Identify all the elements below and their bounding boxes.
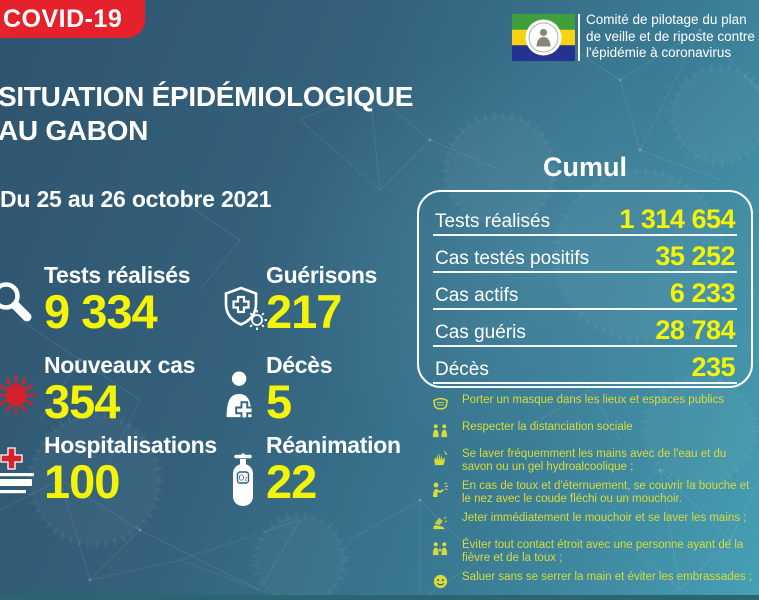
page-title: SITUATION ÉPIDÉMIOLOGIQUE AU GABON (0, 80, 413, 148)
cumul-row-label: Cas actifs (435, 285, 519, 306)
cumul-table: Tests réalisés 1 314 654 Cas testés posi… (417, 190, 753, 388)
guideline-item: Jeter immédiatement le mouchoir et se la… (429, 512, 759, 532)
gabon-flag (512, 14, 575, 61)
guideline-text: En cas de toux et d'éternuement, se couv… (462, 480, 750, 505)
stat-label: Guérisons (266, 262, 378, 288)
prevention-guidelines: Porter un masque dans les lieux et espac… (429, 394, 759, 600)
stat-value: 100 (44, 455, 120, 508)
guideline-text: Jeter immédiatement le mouchoir et se la… (462, 512, 747, 524)
stat-label: Nouveaux cas (44, 352, 196, 378)
cumul-row-value: 28 784 (655, 315, 735, 345)
stat-nouveaux-cas: Nouveaux cas 354 (44, 352, 195, 426)
guideline-item: Éviter tout contact étroit avec une pers… (429, 539, 759, 564)
shield-cross-icon (220, 285, 267, 332)
guideline-text: Porter un masque dans les lieux et espac… (462, 394, 725, 406)
covid19-banner-label: COVID-19 (3, 5, 123, 33)
guideline-text: Se laver fréquemment les mains avec de l… (462, 448, 727, 473)
stat-hospitalisations: Hospitalisations 100 (44, 432, 217, 506)
page-title-line-2: AU GABON (0, 115, 149, 146)
no-handshake-icon (429, 571, 451, 591)
deceased-person-icon (224, 371, 258, 419)
cumul-row-tests: Tests réalisés 1 314 654 (433, 199, 737, 236)
cumul-row-value: 1 314 654 (619, 204, 735, 234)
cumul-row-label: Cas guéris (435, 322, 526, 343)
cumul-row-value: 35 252 (655, 241, 735, 271)
cumul-row-value: 6 233 (669, 278, 736, 308)
stat-label: Réanimation (266, 432, 401, 458)
committee-title: Comité de pilotage du plan de veille et … (586, 12, 755, 62)
header-divider (578, 14, 580, 61)
cumul-title: Cumul (543, 152, 627, 182)
bottom-strip (0, 595, 759, 600)
stat-deces: Décès 5 (266, 352, 333, 428)
magnifier-icon (0, 281, 40, 331)
guideline-item: Respecter la distanciation sociale (429, 421, 759, 441)
cumul-row-gueris: Cas guéris 28 784 (433, 310, 737, 347)
cumul-row-positifs: Cas testés positifs 35 252 (433, 236, 737, 273)
cumul-row-value: 235 (691, 352, 735, 382)
committee-line-2: de veille et de riposte contre (586, 28, 755, 44)
oxygen-tank-icon: O₂ (231, 452, 255, 506)
guideline-text: Éviter tout contact étroit avec une pers… (462, 539, 744, 564)
cough-elbow-icon (429, 480, 451, 500)
cumul-row-label: Tests réalisés (435, 211, 551, 232)
covid19-banner: COVID-19 (0, 0, 145, 38)
stat-tests-realises: Tests réalisés 9 334 (44, 262, 191, 338)
cumul-row-actifs: Cas actifs 6 233 (433, 273, 737, 310)
discard-tissue-icon (429, 512, 451, 532)
stat-value: 217 (266, 285, 342, 338)
reporting-period: Du 25 au 26 octobre 2021 (0, 186, 272, 212)
guideline-text: Saluer sans se serrer la main et éviter … (462, 571, 753, 583)
gabon-emblem (525, 19, 562, 56)
stat-guerisons: Guérisons 217 (266, 262, 377, 336)
social-distancing-icon (429, 421, 451, 441)
hand-washing-icon (429, 448, 451, 468)
avoid-contact-icon (429, 539, 451, 559)
guideline-item: Se laver fréquemment les mains avec de l… (429, 448, 759, 473)
page-title-line-1: SITUATION ÉPIDÉMIOLOGIQUE (0, 81, 414, 112)
hospital-bed-icon (0, 446, 38, 496)
guideline-item: Saluer sans se serrer la main et éviter … (429, 571, 759, 591)
stat-label: Décès (266, 352, 333, 378)
stat-reanimation: Réanimation 22 (266, 432, 401, 506)
cumul-row-label: Décès (435, 359, 489, 380)
committee-line-3: l'épidémie à coronavirus (586, 45, 732, 60)
face-mask-icon (429, 394, 451, 414)
guideline-item: Porter un masque dans les lieux et espac… (429, 394, 759, 414)
stat-value: 5 (266, 375, 292, 428)
stat-label: Hospitalisations (44, 432, 217, 458)
stat-value: 22 (266, 455, 317, 508)
committee-line-1: Comité de pilotage du plan (586, 12, 747, 27)
stat-label: Tests réalisés (44, 262, 191, 288)
stat-value: 9 334 (44, 285, 158, 338)
guideline-text: Respecter la distanciation sociale (462, 421, 633, 433)
virus-icon (0, 370, 42, 420)
cumul-row-deces: Décès 235 (433, 347, 737, 384)
stat-value: 354 (44, 375, 120, 428)
svg-text:O₂: O₂ (239, 474, 248, 483)
cumul-row-label: Cas testés positifs (435, 248, 590, 269)
guideline-item: En cas de toux et d'éternuement, se couv… (429, 480, 759, 505)
